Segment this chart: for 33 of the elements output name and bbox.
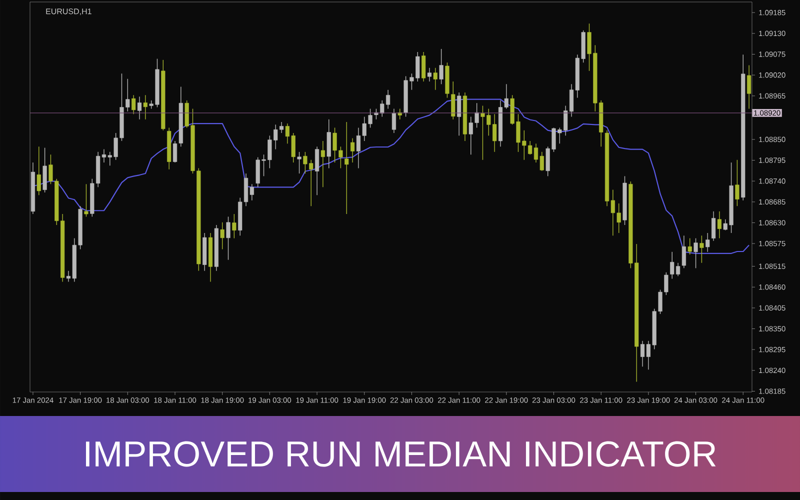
candlestick xyxy=(226,216,230,260)
candlestick xyxy=(682,235,686,269)
candlestick xyxy=(392,108,396,134)
candlestick xyxy=(232,214,236,239)
candlestick xyxy=(688,238,692,255)
candlestick xyxy=(746,64,752,110)
candlestick xyxy=(297,152,302,174)
candlestick xyxy=(439,48,444,85)
candlestick xyxy=(694,238,698,269)
text: IMPROVED RUN MEDIAN INDICATOR xyxy=(86,441,716,467)
candlestick xyxy=(143,94,148,120)
candlestick xyxy=(427,68,432,82)
candlestick xyxy=(700,235,704,264)
candlestick xyxy=(42,147,47,193)
candlestick xyxy=(706,232,710,252)
candlestick xyxy=(314,146,320,196)
candlestick xyxy=(84,184,88,218)
candlestick xyxy=(717,211,722,239)
candlestick xyxy=(36,146,41,196)
candlestick xyxy=(132,94,136,114)
candlestick xyxy=(137,96,142,120)
candlestick xyxy=(220,222,224,250)
candlestick xyxy=(320,140,325,188)
candlestick xyxy=(457,92,462,136)
candlestick xyxy=(350,138,355,163)
candlestick xyxy=(711,211,716,242)
candlestick xyxy=(344,122,349,214)
candlestick xyxy=(433,68,438,90)
candlestick xyxy=(451,81,456,120)
candlestick xyxy=(735,160,740,206)
text: EURUSD,H1 xyxy=(46,8,92,16)
candlestick xyxy=(172,140,178,163)
candlestick xyxy=(422,52,426,82)
